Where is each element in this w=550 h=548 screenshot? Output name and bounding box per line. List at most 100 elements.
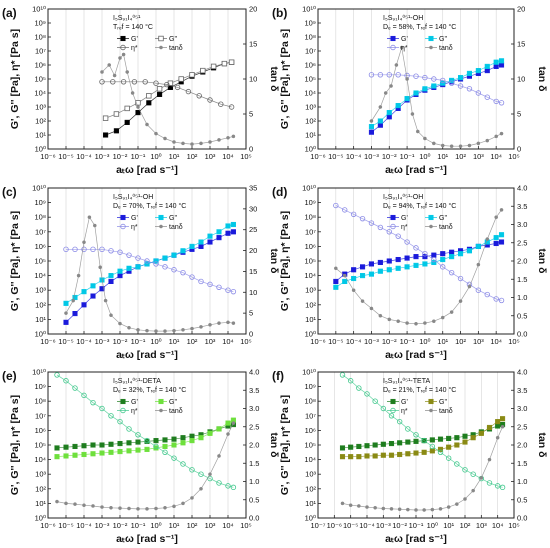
data-point: [226, 320, 230, 325]
y-tick-label: 10⁹: [34, 19, 46, 28]
y-tick-label: 10⁴: [34, 455, 46, 464]
y-tick-label: 10⁷: [35, 47, 46, 56]
data-point: [93, 223, 97, 228]
data-point: [380, 441, 386, 447]
legend-label: tanδ: [169, 224, 183, 231]
y-tick-label: 10³: [35, 103, 46, 112]
x-tick-label: 10⁻¹: [131, 337, 146, 346]
data-point: [421, 437, 427, 444]
data-point: [457, 275, 464, 282]
data-point: [171, 252, 177, 258]
data-point: [369, 119, 374, 123]
data-point: [342, 273, 347, 278]
data-point: [200, 67, 206, 74]
data-point: [413, 73, 419, 79]
data-point: [54, 445, 60, 451]
legend-label: G': [401, 36, 408, 43]
data-point: [153, 443, 159, 450]
data-point: [495, 419, 501, 425]
x-tick-label: 10⁵: [240, 337, 251, 346]
data-point: [117, 273, 123, 279]
data-point: [342, 278, 348, 284]
data-point: [207, 239, 213, 245]
data-point: [163, 505, 167, 510]
x-tick-label: 10⁰: [419, 337, 430, 346]
data-point: [449, 144, 454, 148]
data-point: [386, 114, 392, 120]
data-point: [99, 79, 105, 85]
data-point: [449, 254, 455, 260]
y-tick-label: 10⁷: [305, 47, 316, 56]
data-point: [172, 328, 176, 333]
series-G: [103, 59, 235, 138]
data-point: [127, 506, 131, 511]
y2-tick-label: 1.0: [249, 477, 259, 486]
data-point: [399, 45, 404, 50]
legend-label: G'': [439, 36, 447, 43]
data-point: [423, 321, 427, 325]
data-point: [126, 252, 132, 258]
data-point: [377, 72, 384, 78]
x-tick-label: 10⁻⁶: [40, 521, 55, 530]
data-point: [118, 506, 122, 510]
data-point: [216, 235, 222, 241]
data-point: [189, 243, 195, 249]
data-point: [117, 418, 123, 425]
data-point: [180, 269, 186, 276]
data-point: [395, 72, 401, 78]
data-point: [180, 435, 186, 441]
y2-axis-label: tan δ: [268, 66, 280, 91]
data-point: [99, 442, 105, 448]
data-point: [72, 443, 78, 450]
data-point: [100, 505, 104, 509]
series-line: [65, 231, 234, 323]
y2-axis-label: tan δ: [536, 248, 548, 273]
data-point: [437, 449, 444, 455]
data-point: [156, 86, 163, 92]
series-line: [335, 209, 502, 325]
y-tick-label: 10⁶: [35, 426, 46, 435]
data-point: [72, 385, 78, 391]
x-tick-label: 10⁵: [508, 521, 519, 530]
data-point: [207, 430, 213, 436]
y2-tick-label: 0: [249, 330, 253, 339]
y2-tick-label: 2.5: [517, 422, 527, 431]
data-point: [153, 438, 159, 444]
data-point: [136, 507, 140, 511]
y-tick-label: 10⁴: [34, 89, 46, 98]
data-point: [135, 432, 141, 438]
data-point: [162, 449, 168, 455]
data-point: [198, 471, 204, 477]
data-point: [108, 273, 114, 279]
y2-tick-label: 20: [249, 246, 257, 255]
sample-label: I₅S₉₁I₄⁰⁵¹-OH: [383, 193, 423, 201]
y2-tick-label: 15: [249, 40, 257, 49]
x-tick-label: 10⁻⁵: [343, 521, 358, 530]
data-point: [333, 202, 339, 209]
data-point: [142, 79, 148, 85]
x-tick-label: 10⁻⁴: [76, 521, 92, 530]
x-axis-label: aₜω [rad s⁻¹]: [385, 349, 447, 361]
data-point: [130, 91, 135, 95]
data-point: [476, 262, 481, 267]
y-tick-label: 10⁵: [35, 441, 46, 450]
data-point: [76, 273, 81, 278]
data-point: [162, 255, 168, 261]
series-: [339, 372, 506, 491]
sample-label: I₅S₉₁I₄⁰⁵¹-TETA: [383, 377, 430, 385]
data-point: [498, 239, 505, 245]
data-point: [108, 441, 114, 447]
data-point: [422, 508, 426, 512]
y-tick-label: 10¹⁰: [32, 5, 46, 14]
x-tick-label: 10⁵: [508, 152, 519, 161]
y-tick-label: 10¹⁰: [302, 5, 316, 14]
y-tick-label: 10²: [305, 300, 316, 309]
legend-marker: [429, 408, 433, 413]
data-point: [377, 122, 383, 128]
x-tick-label: 10⁻⁵: [58, 152, 73, 161]
data-point: [414, 321, 418, 326]
data-point: [145, 122, 149, 127]
data-point: [225, 223, 231, 229]
x-tick-label: 10⁻⁶: [40, 152, 55, 161]
